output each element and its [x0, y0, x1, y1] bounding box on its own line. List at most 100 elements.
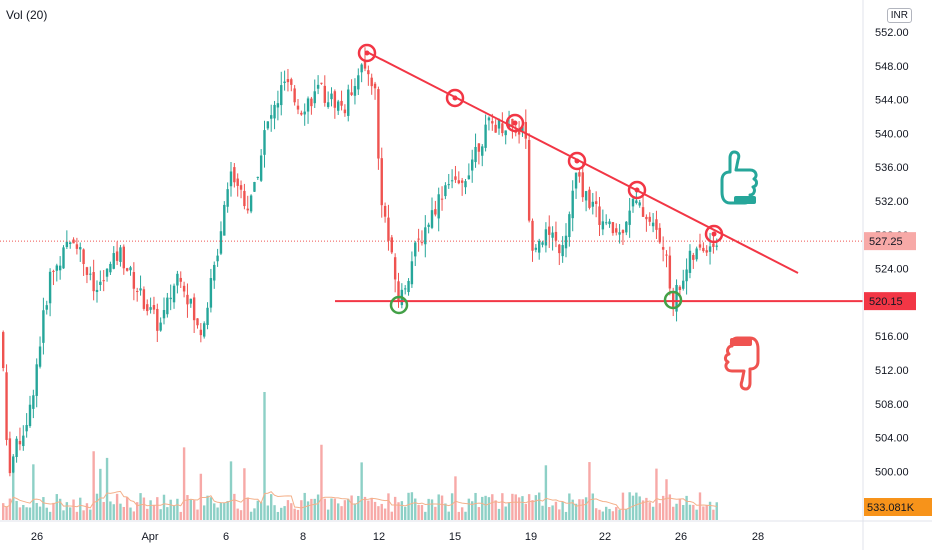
- volume-bar: [678, 498, 682, 520]
- time-axis[interactable]: 26 Apr 6 8 12 15 19 22 26 28: [31, 531, 764, 543]
- candle-body: [383, 205, 387, 217]
- candle-body: [256, 176, 259, 178]
- candle-body: [484, 124, 487, 148]
- volume-bar: [454, 476, 457, 520]
- touch-markers: [357, 43, 724, 315]
- volume-bar: [326, 509, 330, 520]
- candle-body: [678, 286, 682, 290]
- candle-body: [568, 214, 571, 238]
- volume-bar: [645, 497, 648, 520]
- candle-body: [464, 181, 467, 188]
- volume-bar: [233, 493, 236, 520]
- candle-body: [142, 289, 146, 309]
- candle-body: [253, 181, 256, 192]
- candle-body: [618, 232, 621, 235]
- candle-body: [75, 244, 79, 249]
- candle-body: [527, 139, 531, 221]
- volume-bar: [574, 503, 578, 520]
- resistance-touch-marker: [445, 88, 465, 108]
- candle-body: [129, 267, 132, 271]
- price-axis[interactable]: 552.00548.00544.00540.00536.00532.00528.…: [875, 27, 909, 512]
- candle-body: [115, 251, 119, 261]
- candle-body: [55, 265, 58, 271]
- candle-body: [283, 81, 286, 84]
- volume-label-bg: [864, 498, 932, 516]
- candle-body: [132, 272, 136, 289]
- price-tick-label: 512.00: [875, 365, 909, 377]
- volume-bar: [169, 499, 172, 520]
- volume-bar: [306, 501, 310, 520]
- resistance-touch-dot: [711, 231, 717, 237]
- volume-bar: [474, 492, 477, 520]
- candle-body: [89, 273, 92, 275]
- volume-bar: [122, 506, 125, 520]
- volume-bar: [655, 468, 658, 520]
- candle-body: [159, 322, 162, 331]
- volume-bar: [424, 511, 427, 520]
- volume-bar: [139, 493, 142, 520]
- candle-body: [293, 88, 296, 103]
- volume-bar: [715, 502, 718, 520]
- volume-bar: [568, 493, 571, 520]
- candle-body: [410, 261, 414, 285]
- volume-bar: [92, 451, 95, 520]
- candle-body: [300, 112, 303, 115]
- candle-body: [645, 216, 648, 220]
- candle-body: [286, 79, 290, 83]
- volume-bar: [337, 503, 340, 520]
- resistance-touch-marker: [704, 224, 724, 244]
- candle-body: [239, 185, 243, 190]
- volume-bar: [209, 497, 213, 520]
- candle-body: [601, 221, 605, 230]
- volume-bar: [373, 501, 377, 520]
- candle-body: [504, 130, 507, 136]
- candle-body: [347, 89, 350, 116]
- volume-bar: [333, 498, 337, 520]
- volume-bar: [182, 447, 186, 520]
- currency-badge[interactable]: INR: [886, 8, 912, 23]
- candle-body: [263, 130, 266, 155]
- candle-body: [558, 244, 561, 254]
- volume-bar: [136, 502, 139, 520]
- volume-bar: [427, 498, 430, 520]
- candle-body: [715, 245, 718, 247]
- volume-bar: [400, 501, 404, 520]
- volume-bar: [648, 502, 651, 520]
- candlesticks: [2, 47, 718, 477]
- candle-body: [223, 204, 226, 236]
- candle-body: [22, 435, 25, 447]
- volume-bar: [675, 503, 678, 520]
- candle-body: [702, 247, 705, 252]
- volume-bar: [270, 494, 273, 520]
- volume-indicator-label[interactable]: Vol (20): [6, 8, 48, 22]
- price-tick-label: 536.00: [875, 162, 909, 174]
- volume-bar: [705, 505, 708, 520]
- volume-bar: [571, 499, 574, 520]
- candle-body: [437, 194, 440, 219]
- price-tick-label: 532.00: [875, 196, 909, 208]
- volume-bar: [631, 495, 635, 520]
- candle-body: [605, 222, 608, 224]
- candle-body: [574, 172, 578, 189]
- volume-bar: [263, 392, 266, 520]
- candle-body: [524, 122, 527, 139]
- candle-body: [139, 288, 142, 291]
- volume-bar: [69, 507, 72, 520]
- volume-bar: [273, 505, 276, 520]
- volume-bar: [296, 509, 300, 520]
- candle-body: [638, 202, 641, 206]
- price-tick-label: 504.00: [875, 433, 909, 445]
- volume-bar: [102, 501, 105, 520]
- volume-bar: [360, 462, 363, 520]
- volume-bar: [635, 492, 638, 520]
- volume-bar: [22, 504, 25, 520]
- volume-bar: [534, 495, 538, 520]
- candle-body: [25, 425, 28, 432]
- volume-bar: [665, 479, 668, 520]
- candle-body: [511, 118, 514, 128]
- volume-bar: [79, 497, 82, 520]
- volume-value-label: 533.081K: [867, 502, 915, 514]
- candle-body: [571, 190, 574, 219]
- candle-body: [32, 395, 35, 409]
